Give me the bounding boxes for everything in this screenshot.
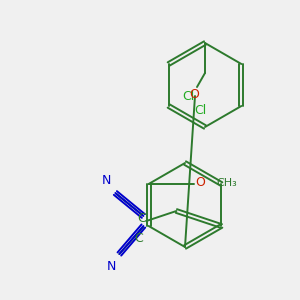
Text: O: O xyxy=(196,176,206,190)
Text: CH₃: CH₃ xyxy=(217,178,237,188)
Text: N: N xyxy=(107,260,116,274)
Text: C: C xyxy=(134,232,143,245)
Text: O: O xyxy=(189,88,199,101)
Text: Cl: Cl xyxy=(182,89,195,103)
Text: N: N xyxy=(102,175,111,188)
Text: Cl: Cl xyxy=(194,104,206,118)
Text: C: C xyxy=(137,212,146,224)
